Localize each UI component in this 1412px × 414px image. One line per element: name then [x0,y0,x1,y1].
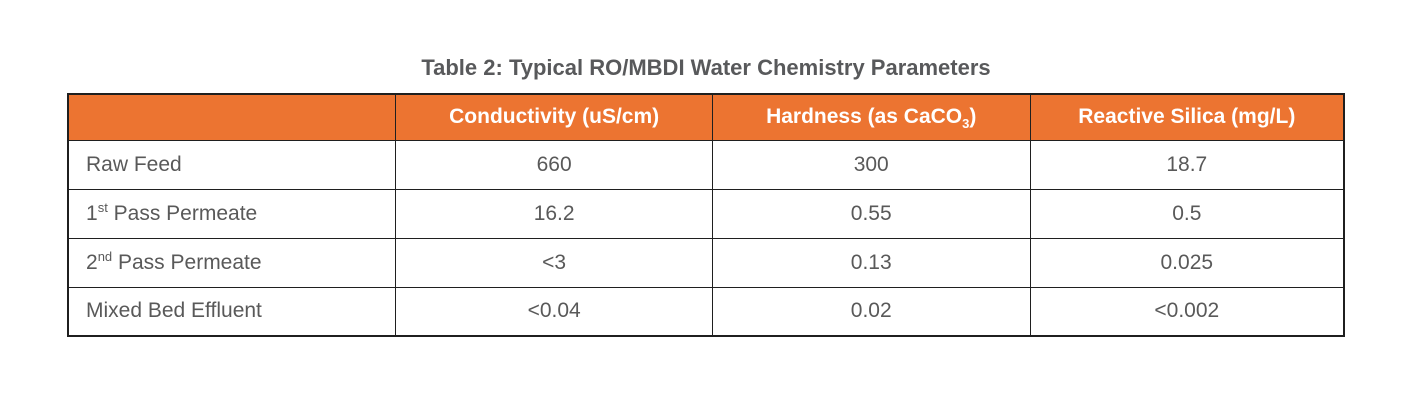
row-label-text: 1 [86,201,98,225]
value-cell-conductivity: <0.04 [395,286,713,337]
header-cell-conductivity: Conductivity (uS/cm) [395,93,713,141]
value-cell-hardness: 0.13 [711,237,1031,288]
header-cell-hardness: Hardness (as CaCO3) [711,93,1031,141]
row-label-text: Mixed Bed Effluent [86,299,262,323]
value-cell-hardness: 0.02 [711,286,1031,337]
table-caption: Table 2: Typical RO/MBDI Water Chemistry… [421,55,991,80]
value-cell-conductivity: 16.2 [395,188,713,239]
value-cell-hardness: 300 [711,139,1031,190]
header-cell-silica: Reactive Silica (mg/L) [1029,93,1345,141]
header-cell-empty [67,93,397,141]
table-row-second-pass-permeate: 2nd Pass Permeate <3 0.13 0.025 [67,237,1345,288]
value-cell-conductivity: <3 [395,237,713,288]
header-row: Conductivity (uS/cm) Hardness (as CaCO3)… [67,93,1345,141]
table-container: Conductivity (uS/cm) Hardness (as CaCO3)… [67,93,1345,337]
row-label-text: Raw Feed [86,152,182,176]
row-label-cell: 1st Pass Permeate [67,188,397,239]
table-row-first-pass-permeate: 1st Pass Permeate 16.2 0.55 0.5 [67,188,1345,239]
header-hardness-text: Hardness (as CaCO [766,105,963,129]
value-cell-silica: 18.7 [1029,139,1345,190]
table-row-mixed-bed-effluent: Mixed Bed Effluent <0.04 0.02 <0.002 [67,286,1345,337]
header-hardness-suffix: ) [969,105,977,129]
water-chemistry-table: Conductivity (uS/cm) Hardness (as CaCO3)… [67,93,1345,337]
row-label-superscript: nd [97,248,113,264]
header-hardness-subscript: 3 [962,116,970,132]
value-cell-silica: 0.5 [1029,188,1345,239]
row-label-suffix: Pass Permeate [107,201,258,225]
table-row-raw-feed: Raw Feed 660 300 18.7 [67,139,1345,190]
row-label-cell: 2nd Pass Permeate [67,237,397,288]
row-label-cell: Raw Feed [67,139,397,190]
value-cell-silica: <0.002 [1029,286,1345,337]
value-cell-silica: 0.025 [1029,237,1345,288]
value-cell-hardness: 0.55 [711,188,1031,239]
row-label-text: 2 [86,250,98,274]
row-label-superscript: st [97,199,108,215]
row-label-suffix: Pass Permeate [112,250,262,274]
value-cell-conductivity: 660 [395,139,713,190]
row-label-cell: Mixed Bed Effluent [67,286,397,337]
